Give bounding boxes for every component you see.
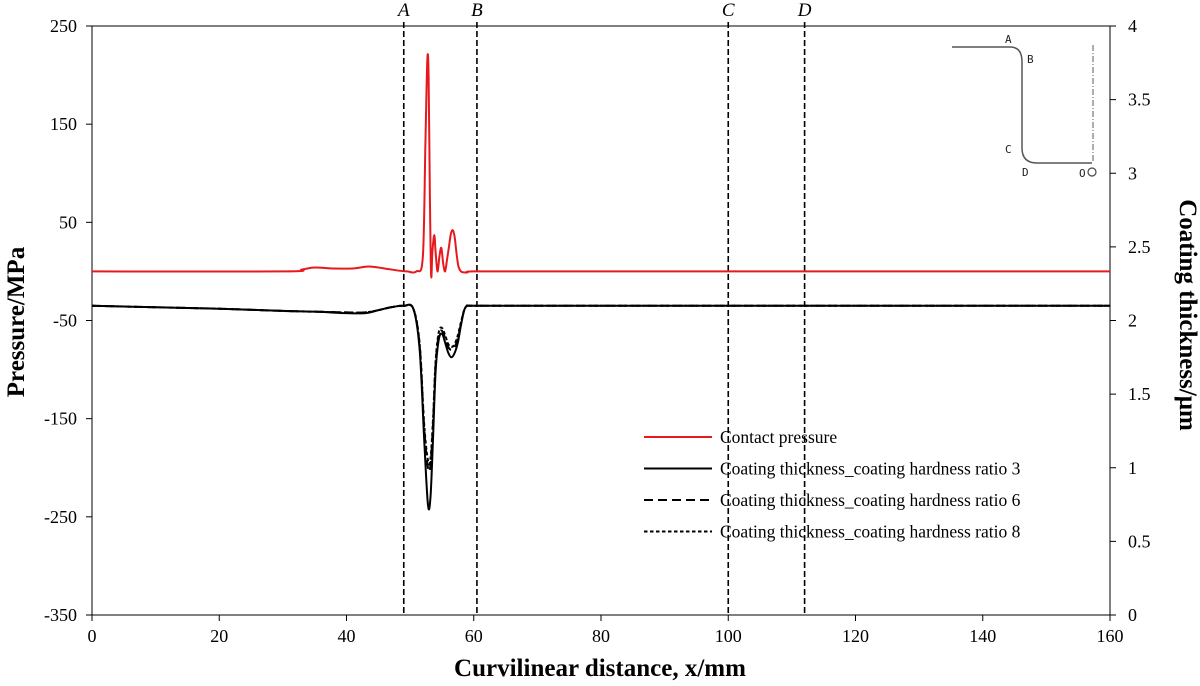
legend: Contact pressure Coating thickness_coatin… [644,427,1021,542]
y-tick-label: 250 [50,16,77,36]
x-tick-label: 80 [592,626,610,646]
y2-tick-label: 4 [1128,16,1137,36]
y2-tick-label: 1 [1128,458,1137,478]
x-tick-label: 20 [210,626,228,646]
x-tick-label: 0 [88,626,97,646]
legend-label-1: Contact pressure [720,427,837,447]
legend-label-3: Coating thickness_coating hardness ratio… [720,490,1021,510]
series-line-2 [91,303,1110,511]
x-tick-label: 40 [338,626,356,646]
series-line-1 [91,53,1110,279]
legend-label-2: Coating thickness_coating hardness ratio… [720,459,1021,479]
series-line-3 [91,303,1110,473]
y-tick-label: 50 [59,212,77,232]
y2-axis-ticks: 0 0.5 1 1.5 2 2.5 3 3.5 4 [1110,16,1151,625]
x-axis-title: Curvilinear distance, x/mm [454,655,746,682]
marker-label-b: B [471,0,483,21]
inset-label-d: D [1022,166,1029,179]
y2-axis-title: Coating thickness/μm [1174,199,1200,431]
x-tick-label: 160 [1097,626,1124,646]
y2-tick-label: 0 [1128,605,1137,625]
x-tick-label: 140 [969,626,996,646]
y-tick-label: -150 [44,409,77,429]
y2-tick-label: 3 [1128,163,1137,183]
inset-geometry-diagram: A B C D O [952,33,1097,180]
x-tick-label: 120 [842,626,869,646]
y-axis-ticks: -350 -250 -150 -50 50 150 250 [44,16,92,625]
x-tick-label: 60 [465,626,483,646]
series-line-4 [91,303,1110,466]
inset-origin-marker [1087,167,1097,177]
inset-profile-path [952,46,1092,164]
y-axis-title: Pressure/MPa [3,246,30,397]
inset-label-b: B [1027,53,1034,66]
y2-tick-label: 0.5 [1128,531,1151,551]
legend-label-4: Coating thickness_coating hardness ratio… [720,522,1021,542]
marker-label-c: C [722,0,735,21]
marker-label-d: D [797,0,812,21]
y-tick-label: -50 [53,311,77,331]
inset-label-a: A [1005,33,1012,46]
y2-tick-label: 3.5 [1128,90,1151,110]
x-tick-label: 100 [715,626,742,646]
y2-tick-label: 1.5 [1128,384,1151,404]
y2-tick-label: 2.5 [1128,237,1151,257]
y2-tick-label: 2 [1128,311,1137,331]
position-markers: A B C D [396,0,812,615]
x-axis-ticks: 0 20 40 60 80 100 120 140 160 [88,615,1124,646]
series-lines [91,53,1110,511]
y-tick-label: -350 [44,605,77,625]
inset-label-c: C [1005,143,1012,156]
inset-label-o: O [1079,167,1086,180]
y-tick-label: 150 [50,114,77,134]
y-tick-label: -250 [44,507,77,527]
marker-label-a: A [396,0,410,21]
